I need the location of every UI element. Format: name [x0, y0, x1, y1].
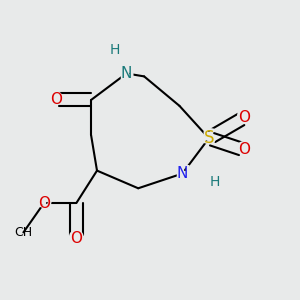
- Text: O: O: [70, 231, 83, 246]
- Text: O: O: [50, 92, 62, 107]
- Text: O: O: [36, 194, 52, 212]
- Text: N: N: [118, 64, 135, 83]
- Text: H: H: [207, 173, 222, 191]
- Text: O: O: [238, 142, 250, 158]
- Text: N: N: [174, 164, 190, 183]
- Text: O: O: [47, 90, 64, 110]
- Text: S: S: [204, 129, 214, 147]
- Text: H: H: [110, 43, 120, 57]
- Text: O: O: [68, 229, 85, 248]
- Text: N: N: [177, 166, 188, 181]
- Text: H: H: [107, 41, 122, 59]
- Text: N: N: [121, 66, 132, 81]
- Text: O: O: [38, 196, 50, 211]
- Text: O: O: [236, 108, 253, 127]
- Text: O: O: [238, 110, 250, 125]
- Text: S: S: [201, 128, 216, 148]
- Text: CH: CH: [14, 226, 32, 239]
- Text: H: H: [210, 176, 220, 189]
- Text: O: O: [236, 140, 253, 160]
